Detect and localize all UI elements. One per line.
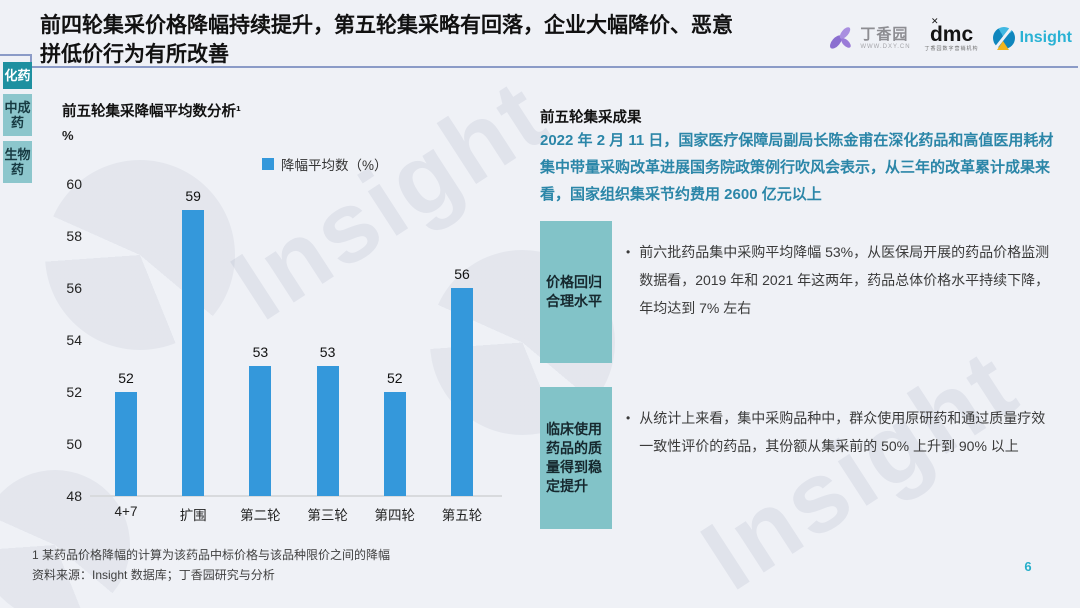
y-axis-tick: 56: [66, 280, 82, 296]
watermark-text: Insight: [682, 327, 1037, 608]
x-axis-category-label: 扩围: [179, 508, 207, 523]
bar-第二轮: [249, 366, 272, 496]
bar-value-label: 56: [454, 266, 470, 282]
y-axis-tick: 58: [66, 228, 82, 244]
source-note: 资料来源：Insight 数据库；丁香园研究与分析: [32, 568, 275, 582]
header-divider: [30, 66, 1078, 68]
x-axis-category-label: 第四轮: [374, 508, 416, 523]
results-heading: 前五轮集采成果: [540, 110, 642, 126]
x-axis-category-label: 第二轮: [240, 508, 281, 523]
dxy-logo: 丁香园 WWW.DXY.CN: [827, 24, 910, 52]
x-axis-category-label: 第三轮: [307, 508, 348, 523]
bar-value-label: 59: [185, 188, 201, 204]
result-box-label: 价格回归合理水平: [546, 274, 602, 309]
bar-value-label: 52: [118, 370, 134, 386]
dxy-logo-url: WWW.DXY.CN: [860, 43, 911, 50]
dmc-logo: ✕ dmc 丁香园数字营销机构: [924, 16, 979, 52]
sidebar-tab-中成药[interactable]: 中成药: [3, 94, 32, 136]
bar-chart: 48 50 52 54 56 58 60 52 4+7 59 扩围 53 第二轮 53 第三轮 52 第四轮 56…: [0, 170, 540, 542]
bar-value-label: 53: [319, 344, 336, 360]
bar-第三轮: [316, 366, 339, 496]
result-bullet-quality: • 从统计上来看，集中采购品种中，群众使用原研药和通过质量疗效一致性评价的药品，…: [626, 404, 1052, 460]
insight-logo: Insight: [992, 27, 1072, 50]
dmc-x-mark: ✕: [930, 16, 939, 26]
legend-label: 降幅平均数（%）: [281, 158, 388, 173]
page-title-line1: 前四轮集采价格降幅持续提升，第五轮集采略有回落，企业大幅降价、恶意: [40, 14, 733, 37]
result-bullet-text: 前六批药品集中采购平均降幅 53%，从医保局开展的药品价格监测数据看，2019 …: [639, 244, 1050, 316]
y-axis-tick: 52: [66, 384, 82, 400]
bullet-dot: •: [626, 411, 631, 425]
result-bullet-price: • 前六批药品集中采购平均降幅 53%，从医保局开展的药品价格监测数据看，201…: [626, 238, 1052, 322]
header-divider-step: [0, 54, 30, 56]
result-box-quality: 临床使用药品的质量得到稳定提升: [540, 387, 612, 529]
y-axis-tick: 60: [66, 176, 82, 192]
legend-swatch: [262, 158, 274, 170]
bar-value-label: 52: [387, 370, 403, 386]
bullet-dot: •: [626, 245, 631, 259]
sidebar-tabs: 化药 中成药 生物药: [3, 62, 32, 183]
dmc-logo-tagline: 丁香园数字营销机构: [924, 46, 979, 52]
bar-第五轮: [451, 288, 473, 496]
y-axis-tick: 54: [66, 332, 82, 348]
page-title-line2: 拼低价行为有所改善: [40, 42, 229, 66]
x-axis-line: [90, 495, 502, 497]
page-title: 前四轮集采价格降幅持续提升，第五轮集采略有回落，企业大幅降价、恶意 拼低价行为有…: [40, 12, 880, 70]
bar-4+7: [115, 392, 137, 496]
x-axis-category-label: 第五轮: [441, 508, 483, 523]
bar-第四轮: [383, 392, 406, 496]
chart-y-unit: %: [62, 128, 74, 143]
y-axis-tick: 50: [66, 436, 82, 452]
dmc-logo-text: ✕ dmc: [929, 16, 974, 46]
result-box-price: 价格回归合理水平: [540, 221, 612, 363]
sidebar-tab-生物药[interactable]: 生物药: [3, 141, 32, 183]
insight-logo-text: Insight: [1019, 29, 1072, 46]
bar-value-label: 53: [252, 344, 269, 360]
dxy-logo-text: 丁香园: [860, 25, 909, 43]
insight-swirl-icon: [992, 27, 1015, 50]
sidebar-tab-化药[interactable]: 化药: [3, 62, 32, 89]
x-axis-category-label: 4+7: [114, 504, 138, 519]
result-bullet-text: 从统计上来看，集中采购品种中，群众使用原研药和通过质量疗效一致性评价的药品，其份…: [639, 410, 1046, 454]
dxy-flower-icon: [830, 27, 852, 49]
header-divider-step: [30, 54, 32, 68]
y-axis-tick: 48: [66, 488, 82, 504]
logo-bar: 丁香园 WWW.DXY.CN ✕ dmc 丁香园数字营销机构 Insight: [827, 16, 1072, 52]
bar-扩围: [182, 210, 205, 496]
result-box-label: 临床使用药品的质量得到稳定提升: [546, 421, 602, 494]
results-intro: 2022 年 2 月 11 日，国家医疗保障局副局长陈金甫在深化药品和高值医用耗…: [540, 132, 1054, 203]
page-number: 6: [1024, 559, 1032, 574]
chart-legend: 降幅平均数（%）: [262, 154, 388, 174]
chart-title: 前五轮集采降幅平均数分析¹: [62, 104, 241, 120]
footnote: 1 某药品价格降幅的计算为该药品中标价格与该品种限价之间的降幅: [32, 548, 391, 562]
